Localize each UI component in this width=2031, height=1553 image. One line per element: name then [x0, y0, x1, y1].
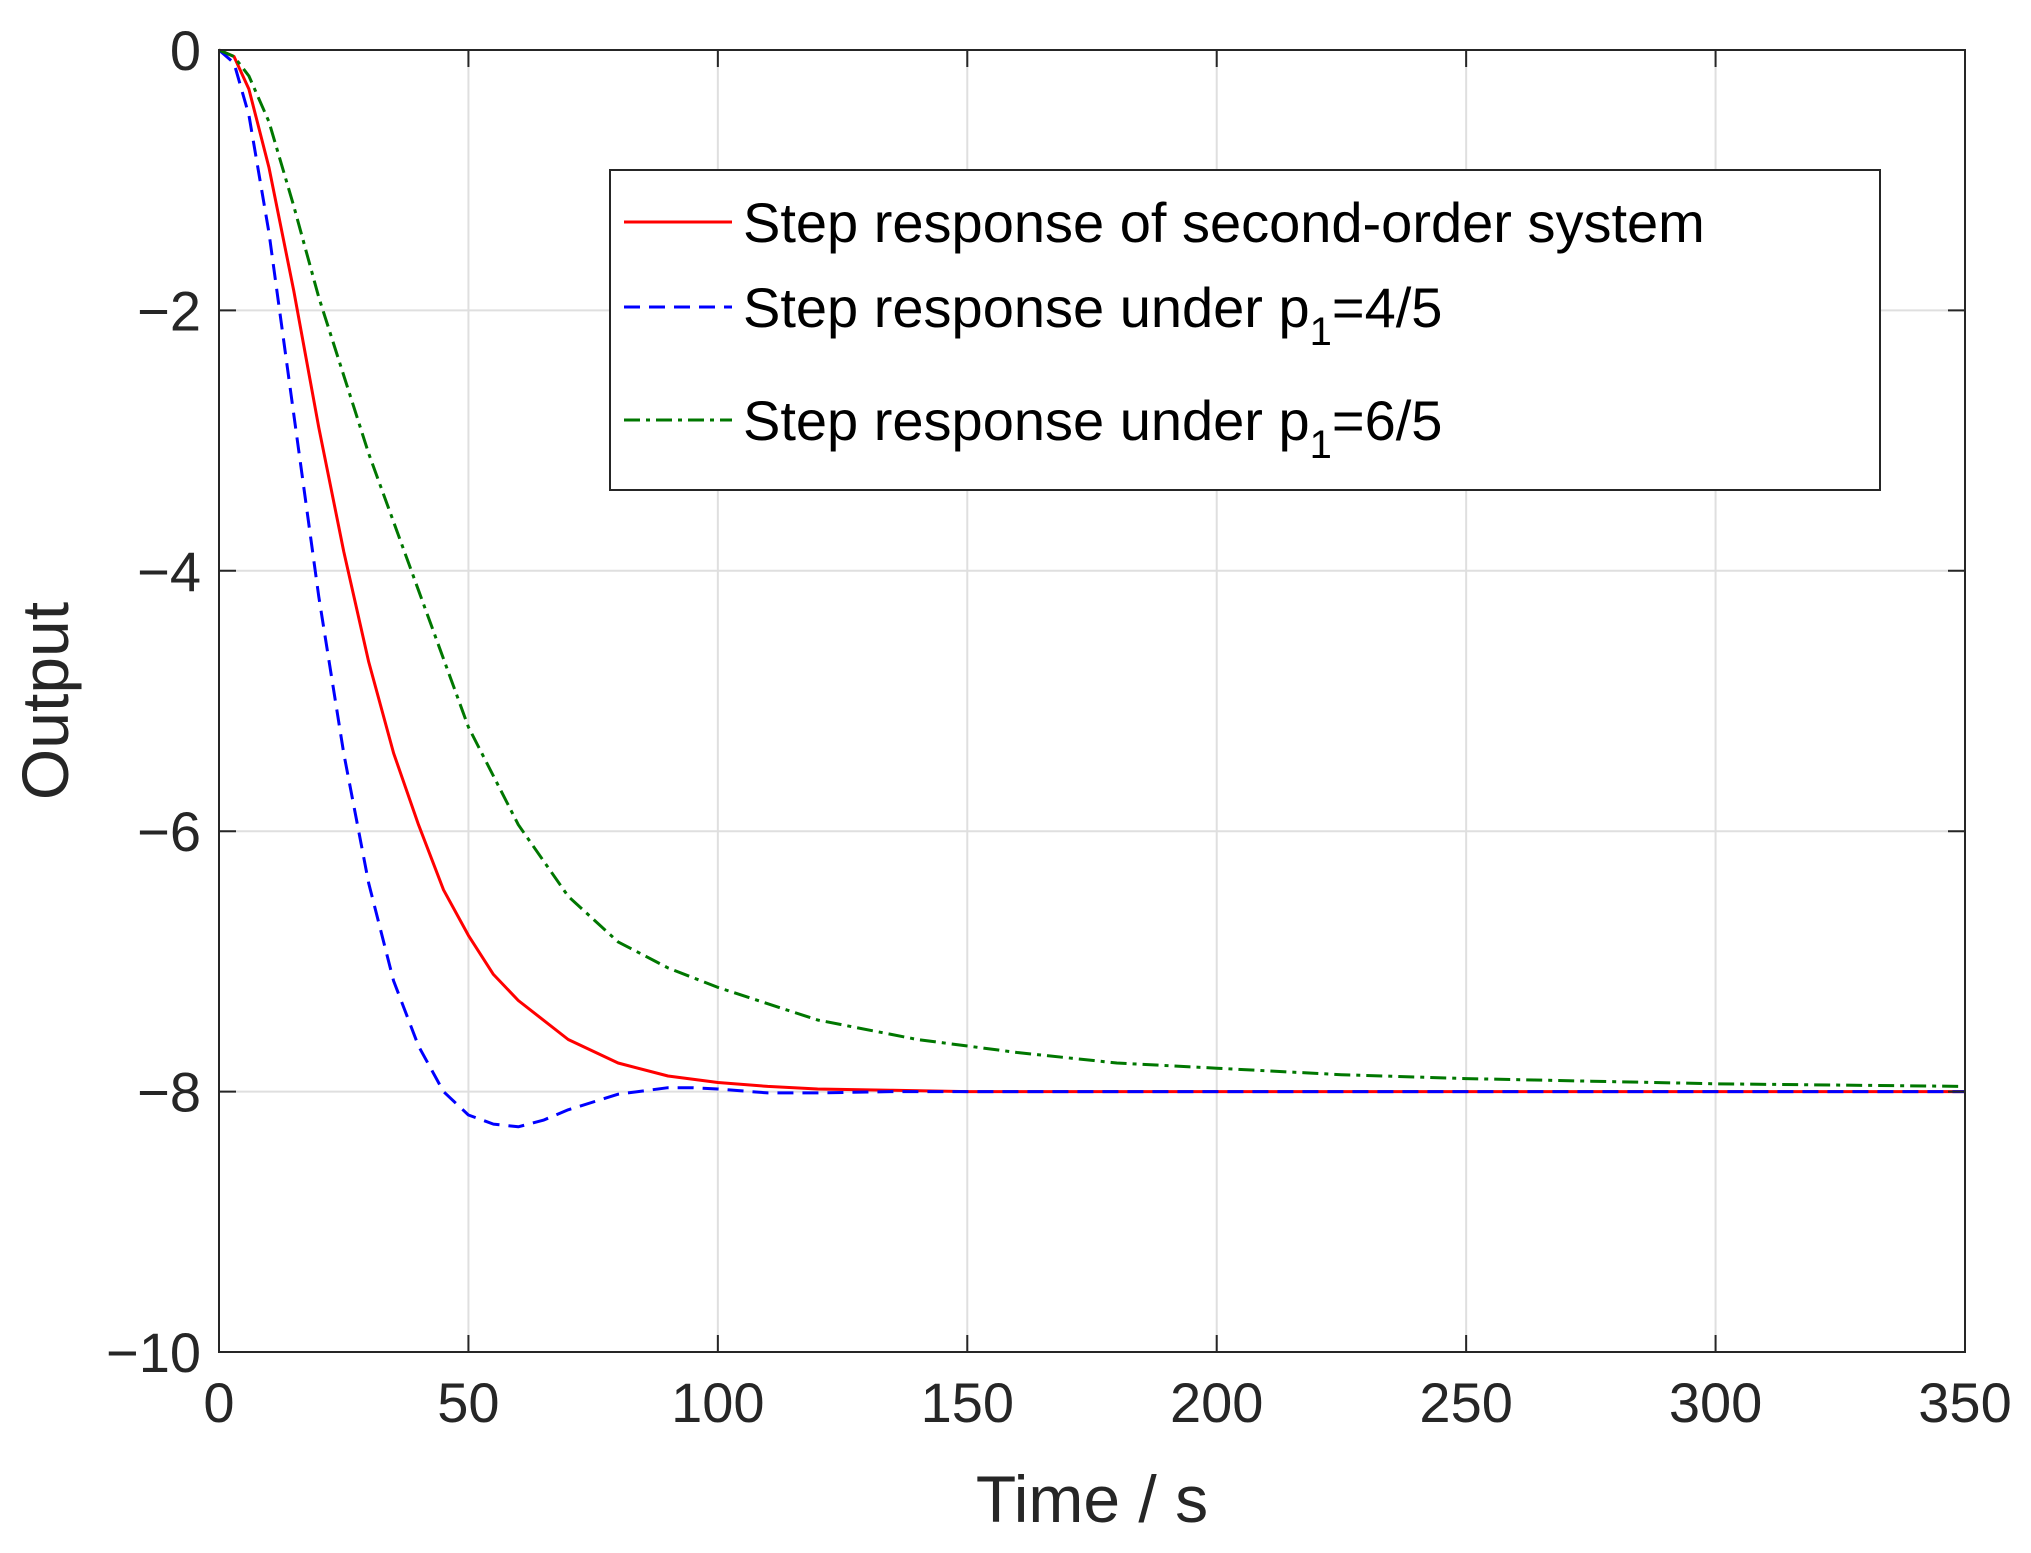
- x-tick-label: 100: [671, 1371, 764, 1434]
- x-tick-label: 300: [1669, 1371, 1762, 1434]
- y-tick-label: −8: [137, 1061, 201, 1124]
- series-line-1: [218, 48, 1965, 1094]
- y-tick-label: −4: [137, 540, 201, 603]
- legend-label-1: Step response of second-order system: [743, 191, 1705, 254]
- x-tick-label: 150: [921, 1371, 1014, 1434]
- y-tick-label: −6: [137, 800, 201, 863]
- x-tick-label: 0: [203, 1371, 234, 1434]
- legend: Step response of second-order system Step…: [609, 169, 1881, 491]
- x-tick-label: 250: [1419, 1371, 1512, 1434]
- legend-box: [609, 169, 1881, 491]
- x-axis-label: Time / s: [976, 1462, 1208, 1536]
- series-line-2: [218, 48, 1965, 1129]
- x-tick-label: 50: [437, 1371, 499, 1434]
- tick-labels: 0 50 100 150 200 250 300 350 0 −2 −4 −6 −8 −10: [106, 19, 2012, 1434]
- y-tick-label: −10: [106, 1321, 201, 1384]
- x-tick-label: 350: [1918, 1371, 2011, 1434]
- y-tick-label: −2: [137, 279, 201, 342]
- y-tick-label: 0: [170, 19, 201, 82]
- x-tick-label: 200: [1170, 1371, 1263, 1434]
- axis-ticks: [218, 49, 1966, 1353]
- series-line-3: [218, 48, 1966, 1088]
- series-group: [218, 48, 1966, 1129]
- y-axis-label: Output: [8, 602, 82, 800]
- legend-label-3: Step response under p1=6/5: [743, 389, 1442, 467]
- legend-label-2: Step response under p1=4/5: [743, 276, 1442, 354]
- plot-area-frame: [218, 49, 1966, 1353]
